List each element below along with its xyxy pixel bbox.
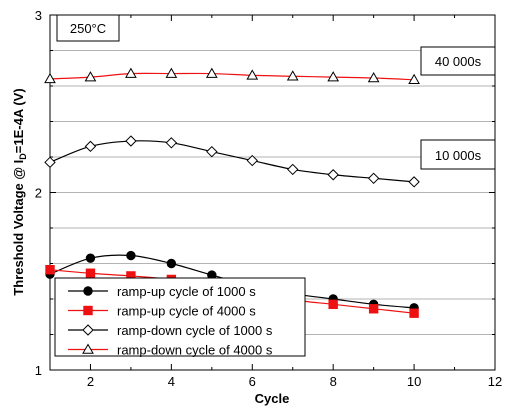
label-40000s: 40 000s xyxy=(435,54,482,69)
y-tick-label: 2 xyxy=(35,186,42,201)
data-point xyxy=(327,169,339,181)
data-point xyxy=(85,253,96,263)
legend-label: ramp-up cycle of 1000 s xyxy=(117,284,256,299)
series-3 xyxy=(44,135,420,188)
y-axis-title-sub: D xyxy=(18,153,28,160)
x-tick-label: 12 xyxy=(488,374,502,389)
legend-entry-4: ramp-down cycle of 4000 s xyxy=(68,343,273,358)
data-point xyxy=(206,145,218,158)
data-point xyxy=(84,140,97,153)
data-point xyxy=(84,71,97,82)
data-point xyxy=(328,299,338,310)
data-point xyxy=(367,72,380,83)
data-point xyxy=(246,69,259,80)
temperature-label: 250°C xyxy=(70,21,106,36)
data-point xyxy=(367,172,380,185)
data-point xyxy=(286,70,299,81)
data-point xyxy=(125,67,137,78)
data-point xyxy=(408,176,420,188)
data-point xyxy=(166,258,177,269)
y-axis-title: Threshold Voltage @ ID=1E-4A (V) xyxy=(11,88,28,295)
data-point xyxy=(85,268,96,278)
x-tick-label: 2 xyxy=(87,374,94,389)
series-line xyxy=(49,72,415,81)
x-tick-label: 10 xyxy=(407,374,421,389)
x-tick-label: 4 xyxy=(168,374,175,389)
data-point xyxy=(408,73,420,85)
data-point xyxy=(205,67,218,78)
label-10000s: 10 000s xyxy=(435,148,482,163)
data-point xyxy=(287,163,299,176)
legend-label: ramp-down cycle of 4000 s xyxy=(117,343,273,358)
legend-entry-1: ramp-up cycle of 1000 s xyxy=(68,284,256,299)
legend-marker xyxy=(82,343,94,354)
y-tick-label: 3 xyxy=(35,8,42,23)
legend-marker xyxy=(83,286,93,296)
data-point xyxy=(246,154,258,167)
y-axis-title-post: =1E-4A (V) xyxy=(11,88,26,153)
data-point xyxy=(125,135,137,147)
data-point xyxy=(44,156,56,169)
x-tick-label: 8 xyxy=(330,374,337,389)
data-point xyxy=(165,67,178,78)
legend-marker xyxy=(83,305,93,316)
data-point xyxy=(45,265,55,275)
legend-entry-2: ramp-up cycle of 4000 s xyxy=(68,304,256,319)
label-box-40000s: 40 000s xyxy=(420,46,496,76)
legend: ramp-up cycle of 1000 s ramp-up cycle of … xyxy=(54,277,306,358)
data-point xyxy=(44,72,56,84)
label-box-10000s: 10 000s xyxy=(420,139,496,170)
legend-label: ramp-up cycle of 4000 s xyxy=(117,304,256,319)
data-point xyxy=(126,250,136,261)
legend-marker xyxy=(82,324,94,336)
legend-label: ramp-down cycle of 1000 s xyxy=(117,323,273,338)
y-tick-label: 1 xyxy=(35,363,42,378)
temperature-label-box: 250°C xyxy=(56,14,120,42)
data-point xyxy=(409,308,419,318)
series-4 xyxy=(44,67,420,85)
series-layer xyxy=(44,67,420,318)
x-tick-label: 6 xyxy=(249,374,256,389)
data-point xyxy=(165,137,178,149)
y-axis-title-pre: Threshold Voltage @ I xyxy=(11,160,26,296)
data-point xyxy=(368,304,379,314)
legend-entry-3: ramp-down cycle of 1000 s xyxy=(68,323,273,338)
data-point xyxy=(327,71,340,82)
x-axis-title: Cycle xyxy=(255,391,290,406)
series-line xyxy=(49,140,415,183)
legend-entries: ramp-up cycle of 1000 s ramp-up cycle of … xyxy=(68,284,273,358)
